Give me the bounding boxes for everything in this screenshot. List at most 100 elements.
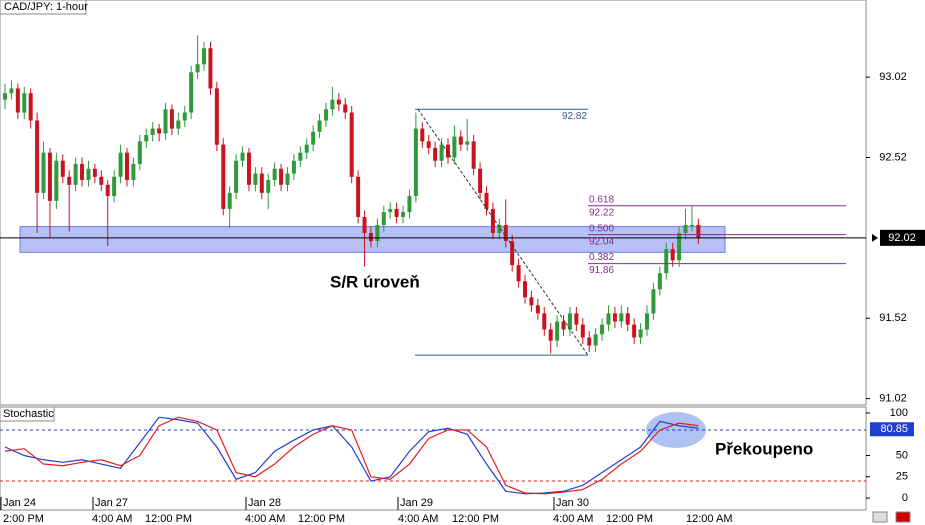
title-box	[0, 0, 87, 15]
candle-body	[285, 173, 290, 185]
overbought-highlight	[646, 412, 706, 448]
stoch-tick-label: 25	[896, 471, 908, 483]
fib-ratio-label: 0.618	[589, 194, 614, 205]
close-button[interactable]	[895, 511, 911, 523]
candle-body	[105, 184, 110, 197]
candle-body	[619, 313, 624, 322]
candle-body	[298, 152, 303, 161]
time-label: 12:00 PM	[452, 513, 499, 525]
candle-body	[388, 208, 393, 213]
candle-body	[683, 225, 688, 234]
candle-body	[677, 233, 682, 261]
candle-body	[523, 281, 528, 298]
candle-body	[362, 216, 367, 234]
candle-body	[574, 313, 579, 325]
candle-body	[420, 128, 425, 142]
candle-body	[99, 176, 104, 185]
stoch-title: Stochastic	[3, 408, 54, 420]
main-panel	[0, 0, 867, 406]
candle-body	[324, 109, 328, 121]
sr-label: S/R úroveň	[330, 272, 420, 291]
y-tick-label: 91.02	[879, 392, 907, 404]
candle-body	[593, 334, 598, 346]
candle-body	[368, 233, 373, 242]
candle-body	[516, 265, 521, 282]
candle-body	[689, 225, 694, 226]
time-label: 4:00 AM	[245, 513, 285, 525]
stoch-title-box	[0, 406, 55, 422]
candle-body	[548, 329, 553, 341]
candle-body	[291, 160, 296, 174]
candle-body	[150, 128, 155, 135]
last-price-label: 92.02	[888, 232, 916, 244]
candle-body	[272, 168, 277, 180]
candle-body	[670, 249, 675, 261]
candle-body	[304, 144, 309, 153]
time-label: 12:00 PM	[298, 513, 345, 525]
stoch-value-label: 80.85	[880, 423, 908, 435]
candle-body	[22, 93, 27, 113]
candle-body	[490, 208, 495, 234]
candle-body	[246, 152, 251, 185]
candle-body	[266, 180, 271, 193]
stoch-annotation: Překoupeno	[715, 439, 813, 458]
candle-body	[208, 48, 213, 89]
candle-body	[465, 141, 470, 145]
candle-body	[587, 337, 592, 346]
candle-body	[439, 144, 444, 161]
candle-body	[35, 120, 40, 193]
candle-body	[163, 109, 168, 134]
date-label: Jan 29	[400, 497, 433, 509]
candle-body	[529, 297, 534, 306]
candle-body	[632, 324, 637, 338]
fib-ratio-label: 0.500	[589, 223, 614, 234]
candle-body	[112, 176, 117, 197]
time-label: 4:00 AM	[92, 513, 132, 525]
candle-body	[176, 120, 181, 129]
candle-body	[606, 313, 611, 325]
time-label: 12:00 PM	[606, 513, 653, 525]
fib-high-label: 92.82	[562, 111, 587, 122]
candle-body	[645, 313, 649, 330]
stoch-panel	[0, 406, 867, 511]
time-label: 4:00 AM	[398, 513, 438, 525]
date-label: Jan 28	[248, 497, 281, 509]
candle-body	[433, 147, 438, 161]
candle-body	[28, 93, 33, 121]
candle-body	[445, 144, 450, 158]
last-price-arrow	[872, 233, 878, 242]
candle-body	[638, 329, 643, 338]
candle-body	[330, 99, 335, 110]
candle-body	[600, 324, 605, 335]
candle-body	[3, 93, 7, 100]
stoch-tick-label: 0	[902, 492, 908, 504]
y-tick-label: 91.52	[879, 312, 907, 324]
candle-body	[214, 88, 219, 145]
time-label: 12:00 PM	[145, 513, 192, 525]
candle-body	[9, 88, 14, 94]
fib-price-label: 92.22	[589, 207, 614, 218]
candle-body	[15, 88, 20, 113]
y-tick-label: 93.02	[879, 71, 907, 83]
candle-body	[41, 152, 46, 193]
candle-body	[73, 163, 78, 185]
candle-body	[92, 168, 97, 177]
last-price-box	[880, 229, 925, 246]
candle-body	[426, 141, 431, 148]
candle-body	[86, 168, 91, 180]
candle-body	[343, 104, 348, 113]
stoch-line	[4, 416, 699, 495]
candle-body	[413, 128, 418, 197]
candle-body	[189, 72, 194, 113]
candle-body	[157, 128, 162, 134]
scroll-button[interactable]	[872, 511, 888, 523]
candle-body	[542, 313, 547, 330]
candle-body	[478, 168, 483, 193]
candle-body	[60, 160, 65, 177]
time-label: 4:00 AM	[553, 513, 593, 525]
candle-body	[124, 152, 129, 180]
candle-body	[47, 152, 52, 201]
candle-body	[356, 176, 361, 217]
candle-body	[567, 313, 572, 330]
time-label: 2:00 PM	[3, 513, 44, 525]
